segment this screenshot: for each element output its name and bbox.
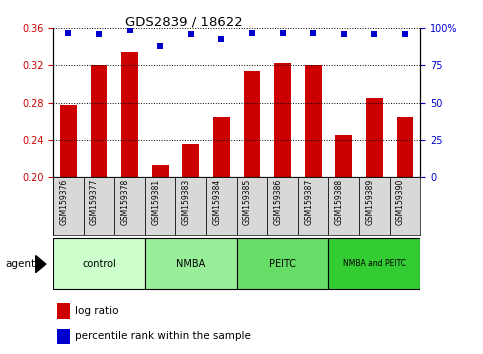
Text: PEITC: PEITC [269,259,296,269]
Bar [359,177,390,235]
Text: GSM159386: GSM159386 [273,179,283,225]
Bar [237,238,328,289]
Text: GSM159383: GSM159383 [182,179,191,225]
Text: GSM159381: GSM159381 [151,179,160,225]
Text: NMBA and PEITC: NMBA and PEITC [343,259,406,268]
Point [65,30,72,36]
Bar [145,238,237,289]
Polygon shape [36,256,46,273]
Text: GSM159385: GSM159385 [243,179,252,225]
Bar [53,177,84,235]
Bar [57,303,70,319]
Point [126,27,133,33]
Text: log ratio: log ratio [75,306,119,316]
Point [217,36,225,41]
Bar [121,52,138,177]
Text: GSM159388: GSM159388 [335,179,344,225]
Text: GSM159378: GSM159378 [121,179,129,225]
Bar [298,177,328,235]
Bar [335,135,352,177]
Bar [84,177,114,235]
Bar [328,238,420,289]
Point [340,32,348,37]
Text: NMBA: NMBA [176,259,205,269]
Bar [57,329,70,344]
Bar [114,177,145,235]
Bar [390,177,420,235]
Text: GSM159384: GSM159384 [213,179,221,225]
Bar [175,177,206,235]
Bar [152,165,169,177]
Text: agent: agent [6,259,36,269]
Text: GDS2839 / 18622: GDS2839 / 18622 [125,16,242,29]
Bar [206,177,237,235]
Bar [328,177,359,235]
Text: GSM159390: GSM159390 [396,179,405,225]
Bar [53,238,145,289]
Text: GSM159376: GSM159376 [59,179,69,225]
Text: GSM159389: GSM159389 [365,179,374,225]
Point [309,30,317,36]
Text: GSM159377: GSM159377 [90,179,99,225]
Text: percentile rank within the sample: percentile rank within the sample [75,331,251,341]
Bar [274,63,291,177]
Point [401,32,409,37]
Bar [183,144,199,177]
Bar [267,177,298,235]
Bar [305,65,322,177]
Point [187,32,195,37]
Bar [237,177,267,235]
Text: control: control [82,259,116,269]
Bar [397,116,413,177]
Point [279,30,286,36]
Point [370,32,378,37]
Bar [60,105,77,177]
Text: GSM159387: GSM159387 [304,179,313,225]
Point [248,30,256,36]
Point [95,32,103,37]
Bar [366,98,383,177]
Point [156,43,164,49]
Bar [243,71,260,177]
Bar [91,64,107,177]
Bar [145,177,175,235]
Bar [213,116,230,177]
